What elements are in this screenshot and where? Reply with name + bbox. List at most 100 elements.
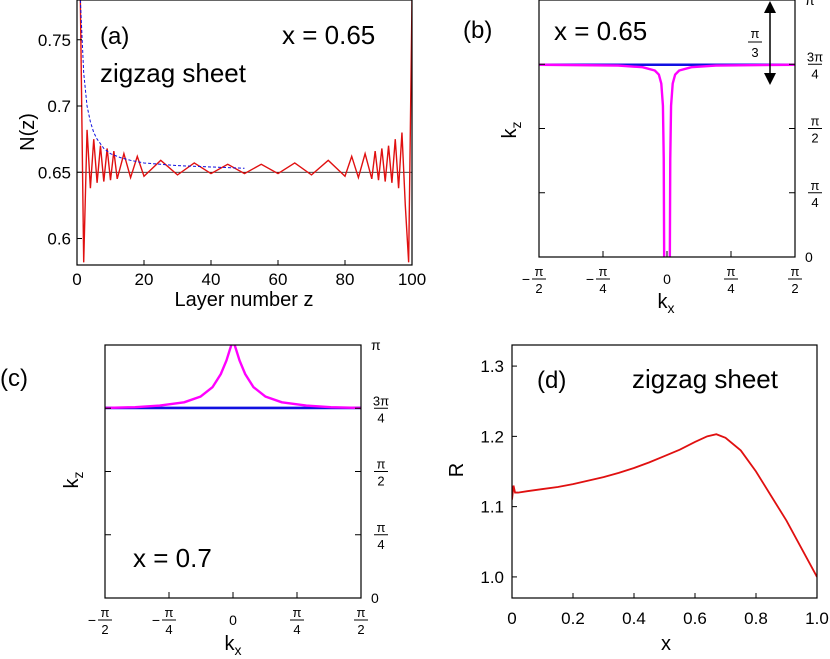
- panel-b-x-annotation: x = 0.65: [554, 16, 647, 46]
- panel-a-label: (a): [100, 23, 129, 50]
- panel-a-xtick-label: 60: [269, 270, 288, 289]
- panel-d-xlabel: x: [661, 633, 671, 655]
- svg-text:3π: 3π: [807, 49, 823, 64]
- panel-d-ytick-label: 1.0: [480, 568, 504, 587]
- panel-c-ytick-label: π4: [374, 520, 388, 552]
- panel-b-ytick-label: π4: [808, 178, 822, 210]
- panel-d-ytick-label: 1.3: [480, 357, 504, 376]
- panel-c-ylabel: kz: [61, 472, 86, 489]
- panel-c-ytick-label: 0: [371, 590, 379, 606]
- svg-text:2: 2: [811, 131, 818, 146]
- panel-b-ytick-label: 0: [805, 249, 813, 265]
- panel-a-xtick-label: 0: [72, 270, 81, 289]
- svg-text:π: π: [791, 264, 800, 279]
- panel-d-ytick-label: 1.2: [480, 427, 504, 446]
- panel-b-xtick-label: π 4−: [586, 264, 610, 296]
- svg-text:π: π: [811, 178, 820, 193]
- svg-text:4: 4: [727, 281, 734, 296]
- panel-a-ytick-label: 0.7: [47, 97, 71, 116]
- panel-c-x-annotation: x = 0.7: [133, 543, 212, 573]
- panel-b-series-2: [668, 63, 795, 257]
- panel-a-frame: [76, 0, 413, 266]
- panel-c-series-2: [233, 345, 361, 410]
- panel-a-xtick-label: 80: [336, 270, 355, 289]
- panel-c-xtick-label: π 2−: [88, 605, 112, 637]
- panel-b-xtick-label: π 2−: [522, 264, 546, 296]
- panel-d-xtick-label: 0: [507, 609, 516, 628]
- panel-b-span-arrow: [764, 1, 776, 85]
- panel-d-sheet-annotation: zigzag sheet: [632, 364, 779, 394]
- svg-text:0: 0: [229, 612, 237, 628]
- svg-text:4: 4: [165, 622, 172, 637]
- svg-text:3π: 3π: [373, 393, 389, 408]
- panel-a-ytick-label: 0.6: [47, 230, 71, 249]
- panel-a-x-annotation: x = 0.65: [282, 20, 375, 50]
- svg-text:π: π: [811, 114, 820, 129]
- svg-text:4: 4: [811, 66, 818, 81]
- panel-c-xlabel: kx: [225, 633, 242, 658]
- panel-a-ytick-label: 0.65: [38, 163, 71, 182]
- svg-text:3: 3: [751, 45, 758, 60]
- svg-text:2: 2: [101, 622, 108, 637]
- svg-text:π: π: [293, 605, 302, 620]
- svg-text:0: 0: [371, 590, 379, 606]
- panel-d-frame: [511, 344, 818, 599]
- panel-b-ylabel: kz: [499, 122, 524, 139]
- svg-text:4: 4: [377, 537, 384, 552]
- panel-d-xtick-label: 0.8: [744, 609, 768, 628]
- panel-a-xtick-label: 20: [135, 270, 154, 289]
- svg-text:2: 2: [377, 474, 384, 489]
- svg-text:2: 2: [357, 622, 364, 637]
- panel-c-xtick-label: π4: [290, 605, 304, 637]
- svg-text:π: π: [165, 605, 174, 620]
- panel-d-xtick-label: 0.6: [683, 609, 707, 628]
- panel-b-xtick-label: π4: [724, 264, 738, 296]
- panel-a-sheet-annotation: zigzag sheet: [100, 58, 247, 88]
- panel-a-ytick-label: 0.75: [38, 31, 71, 50]
- panel-a-ylabel: N(z): [17, 113, 39, 151]
- panel-c-ytick-label: π: [371, 337, 381, 353]
- svg-text:π: π: [599, 264, 608, 279]
- panel-c-label: (c): [0, 365, 28, 392]
- svg-text:π: π: [357, 605, 366, 620]
- svg-text:4: 4: [599, 281, 606, 296]
- svg-text:−: −: [522, 271, 530, 287]
- svg-text:0: 0: [663, 271, 671, 287]
- panel-a-series-0: [79, 0, 412, 263]
- panel-a-xtick-label: 40: [202, 270, 221, 289]
- svg-text:4: 4: [293, 622, 300, 637]
- svg-text:π: π: [377, 457, 386, 472]
- panel-d-xtick-label: 1.0: [805, 609, 829, 628]
- panel-d-label: (d): [537, 367, 566, 394]
- panel-d-series-0: [512, 433, 817, 578]
- panel-b-xlabel: kx: [658, 291, 675, 316]
- panel-c-xtick-label: π2: [354, 605, 368, 637]
- panel-c-series-1: [105, 345, 233, 410]
- svg-text:π: π: [751, 26, 760, 41]
- panel-b-series-1: [539, 63, 666, 257]
- svg-text:π: π: [377, 520, 386, 535]
- panel-b-ytick-label: π2: [808, 114, 822, 146]
- svg-text:−: −: [152, 612, 160, 628]
- svg-text:4: 4: [377, 410, 384, 425]
- panel-b-arrow-label: π 3: [748, 26, 762, 60]
- svg-text:π: π: [727, 264, 736, 279]
- panel-c-ytick-label: 3π4: [373, 393, 389, 425]
- svg-text:π: π: [371, 337, 381, 353]
- panel-d-ylabel: R: [446, 463, 468, 477]
- panel-c-ytick-label: π2: [374, 457, 388, 489]
- panel-d-xtick-label: 0.4: [622, 609, 646, 628]
- panel-a-series-1: [79, 0, 245, 169]
- svg-text:π: π: [101, 605, 110, 620]
- svg-text:−: −: [586, 271, 594, 287]
- svg-text:0: 0: [805, 249, 813, 265]
- panel-c-xtick-label: π 4−: [152, 605, 176, 637]
- svg-text:−: −: [88, 612, 96, 628]
- svg-text:4: 4: [811, 195, 818, 210]
- panel-b-ytick-label: π: [805, 0, 815, 8]
- svg-text:π: π: [805, 0, 815, 8]
